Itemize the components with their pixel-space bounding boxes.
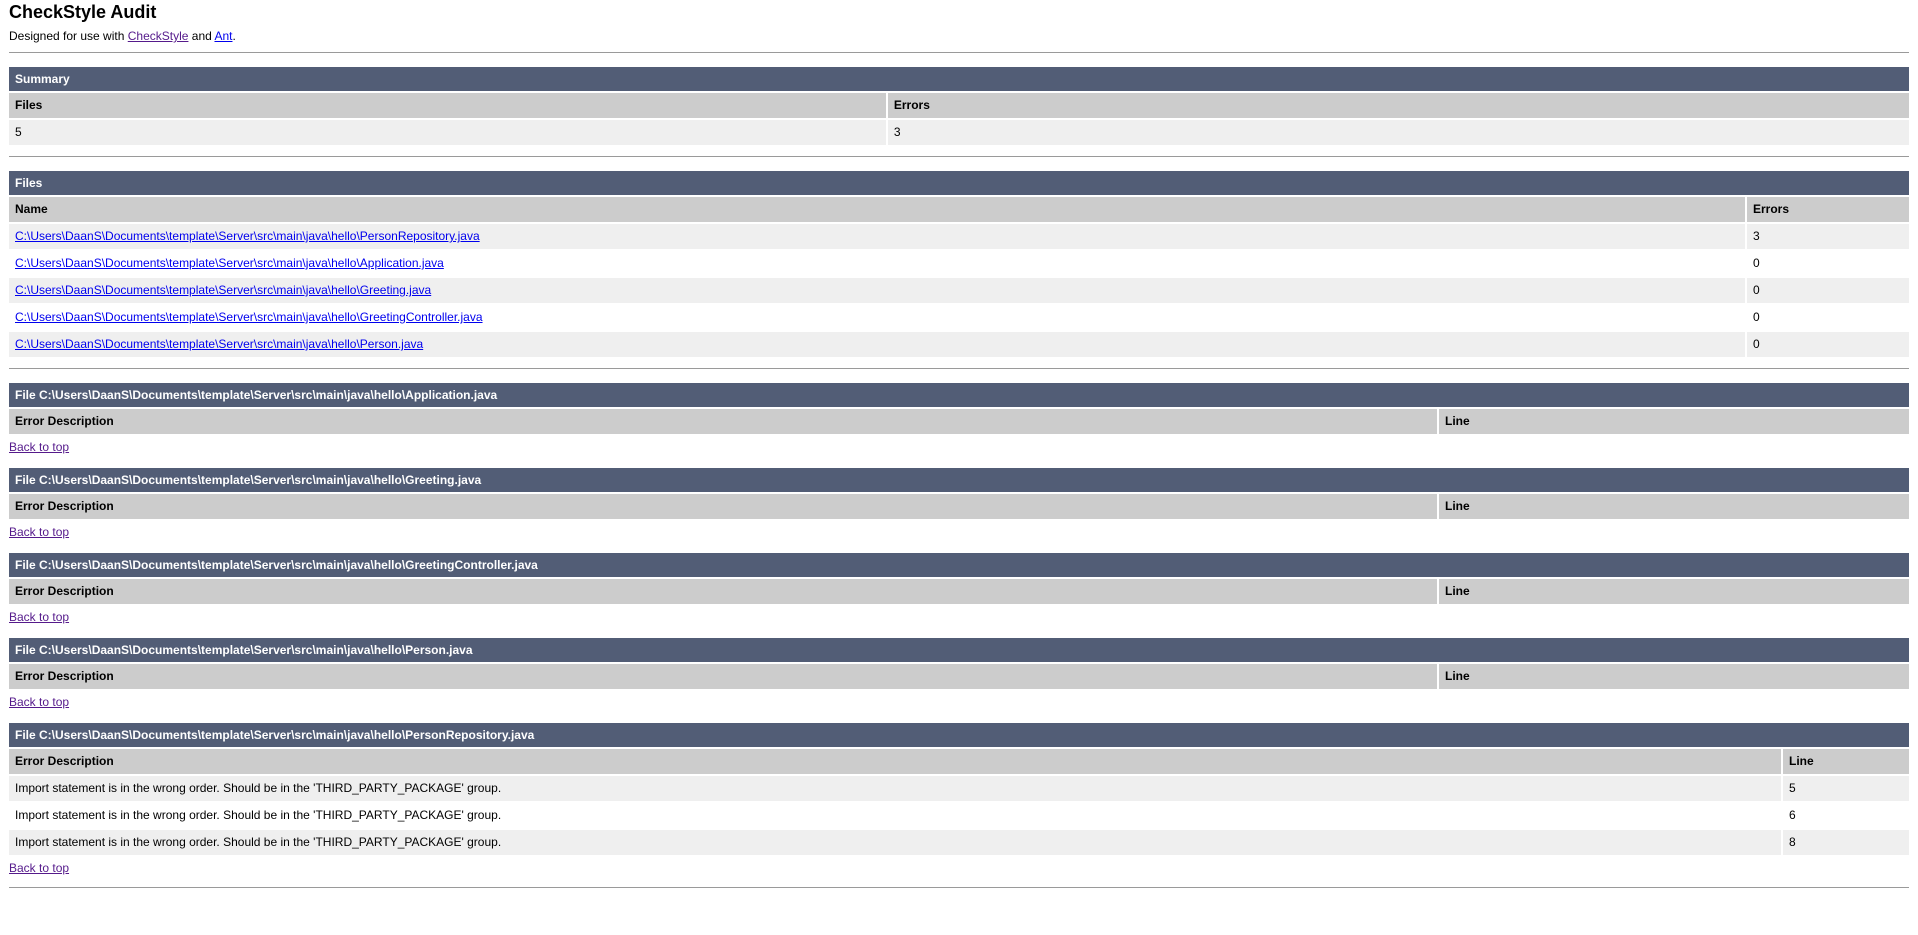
file-link[interactable]: C:\Users\DaanS\Documents\template\Server… — [15, 310, 483, 324]
files-name-column-header: Name — [9, 197, 1745, 222]
header-divider — [9, 52, 1909, 53]
summary-divider — [9, 156, 1909, 157]
file-detail-section: File C:\Users\DaanS\Documents\template\S… — [9, 553, 1909, 624]
files-section: Files Name Errors C:\Users\DaanS\Documen… — [9, 171, 1909, 359]
error-row: Import statement is in the wrong order. … — [9, 830, 1909, 855]
files-errors-column-header: Errors — [1747, 197, 1909, 222]
error-line-cell: 8 — [1783, 830, 1909, 855]
error-line-cell: 6 — [1783, 803, 1909, 828]
back-to-top-link[interactable]: Back to top — [9, 610, 70, 624]
checkstyle-link[interactable]: CheckStyle — [127, 29, 189, 43]
file-detail-section: File C:\Users\DaanS\Documents\template\S… — [9, 468, 1909, 539]
file-path-cell: C:\Users\DaanS\Documents\template\Server… — [9, 224, 1745, 249]
file-detail-heading: File C:\Users\DaanS\Documents\template\S… — [9, 723, 1909, 747]
file-detail-heading: File C:\Users\DaanS\Documents\template\S… — [9, 468, 1909, 492]
error-description-column-header: Error Description — [9, 664, 1437, 689]
files-divider — [9, 368, 1909, 369]
line-column-header: Line — [1439, 409, 1909, 434]
summary-errors-column-header: Errors — [887, 93, 1909, 118]
file-row: C:\Users\DaanS\Documents\template\Server… — [9, 251, 1909, 276]
summary-section: Summary Files Errors 5 3 — [9, 67, 1909, 147]
file-detail-sections: File C:\Users\DaanS\Documents\template\S… — [9, 383, 1909, 875]
file-detail-heading: File C:\Users\DaanS\Documents\template\S… — [9, 638, 1909, 662]
error-description-cell: Import statement is in the wrong order. … — [9, 830, 1781, 855]
file-row: C:\Users\DaanS\Documents\template\Server… — [9, 278, 1909, 303]
error-row: Import statement is in the wrong order. … — [9, 803, 1909, 828]
error-description-column-header: Error Description — [9, 409, 1437, 434]
subtitle-period-text: . — [232, 29, 236, 43]
file-detail-heading: File C:\Users\DaanS\Documents\template\S… — [9, 553, 1909, 577]
file-path-cell: C:\Users\DaanS\Documents\template\Server… — [9, 251, 1745, 276]
summary-errors-count: 3 — [887, 120, 1909, 145]
file-path-cell: C:\Users\DaanS\Documents\template\Server… — [9, 278, 1745, 303]
error-description-cell: Import statement is in the wrong order. … — [9, 803, 1781, 828]
file-detail-section: File C:\Users\DaanS\Documents\template\S… — [9, 383, 1909, 454]
file-errors-table: Error Description Line — [7, 492, 1911, 521]
file-error-count: 0 — [1747, 278, 1909, 303]
error-description-column-header: Error Description — [9, 494, 1437, 519]
back-to-top-link[interactable]: Back to top — [9, 525, 70, 539]
file-path-cell: C:\Users\DaanS\Documents\template\Server… — [9, 305, 1745, 330]
subtitle-and-text: and — [188, 29, 215, 43]
file-detail-heading: File C:\Users\DaanS\Documents\template\S… — [9, 383, 1909, 407]
error-line-cell: 5 — [1783, 776, 1909, 801]
error-description-column-header: Error Description — [9, 749, 1781, 774]
file-errors-table: Error Description Line — [7, 662, 1911, 691]
subtitle-prefix-text: Designed for use with — [9, 29, 128, 43]
file-link[interactable]: C:\Users\DaanS\Documents\template\Server… — [15, 256, 444, 270]
file-row: C:\Users\DaanS\Documents\template\Server… — [9, 332, 1909, 357]
error-description-cell: Import statement is in the wrong order. … — [9, 776, 1781, 801]
files-table: Name Errors C:\Users\DaanS\Documents\tem… — [7, 195, 1911, 359]
file-link[interactable]: C:\Users\DaanS\Documents\template\Server… — [15, 283, 432, 297]
error-row: Import statement is in the wrong order. … — [9, 776, 1909, 801]
subtitle: Designed for use with CheckStyle and Ant… — [9, 29, 1909, 43]
file-errors-table: Error Description Line — [7, 577, 1911, 606]
summary-files-count: 5 — [9, 120, 886, 145]
file-errors-table: Error Description Line Import statement is… — [7, 747, 1911, 857]
file-path-cell: C:\Users\DaanS\Documents\template\Server… — [9, 332, 1745, 357]
file-error-count: 0 — [1747, 332, 1909, 357]
file-detail-section: File C:\Users\DaanS\Documents\template\S… — [9, 638, 1909, 709]
line-column-header: Line — [1439, 664, 1909, 689]
error-description-column-header: Error Description — [9, 579, 1437, 604]
file-error-count: 3 — [1747, 224, 1909, 249]
file-row: C:\Users\DaanS\Documents\template\Server… — [9, 224, 1909, 249]
back-to-top-link[interactable]: Back to top — [9, 861, 70, 875]
ant-link[interactable]: Ant — [214, 29, 233, 43]
final-divider — [9, 887, 1909, 888]
summary-heading: Summary — [9, 67, 1909, 91]
summary-files-column-header: Files — [9, 93, 886, 118]
line-column-header: Line — [1439, 494, 1909, 519]
file-errors-table: Error Description Line — [7, 407, 1911, 436]
back-to-top-link[interactable]: Back to top — [9, 695, 70, 709]
file-link[interactable]: C:\Users\DaanS\Documents\template\Server… — [15, 229, 480, 243]
file-link[interactable]: C:\Users\DaanS\Documents\template\Server… — [15, 337, 424, 351]
file-detail-section: File C:\Users\DaanS\Documents\template\S… — [9, 723, 1909, 875]
file-error-count: 0 — [1747, 251, 1909, 276]
line-column-header: Line — [1439, 579, 1909, 604]
file-row: C:\Users\DaanS\Documents\template\Server… — [9, 305, 1909, 330]
page-title: CheckStyle Audit — [9, 2, 157, 22]
files-heading: Files — [9, 171, 1909, 195]
summary-row: 5 3 — [9, 120, 1909, 145]
summary-table: Files Errors 5 3 — [7, 91, 1911, 147]
back-to-top-link[interactable]: Back to top — [9, 440, 70, 454]
file-error-count: 0 — [1747, 305, 1909, 330]
line-column-header: Line — [1783, 749, 1909, 774]
